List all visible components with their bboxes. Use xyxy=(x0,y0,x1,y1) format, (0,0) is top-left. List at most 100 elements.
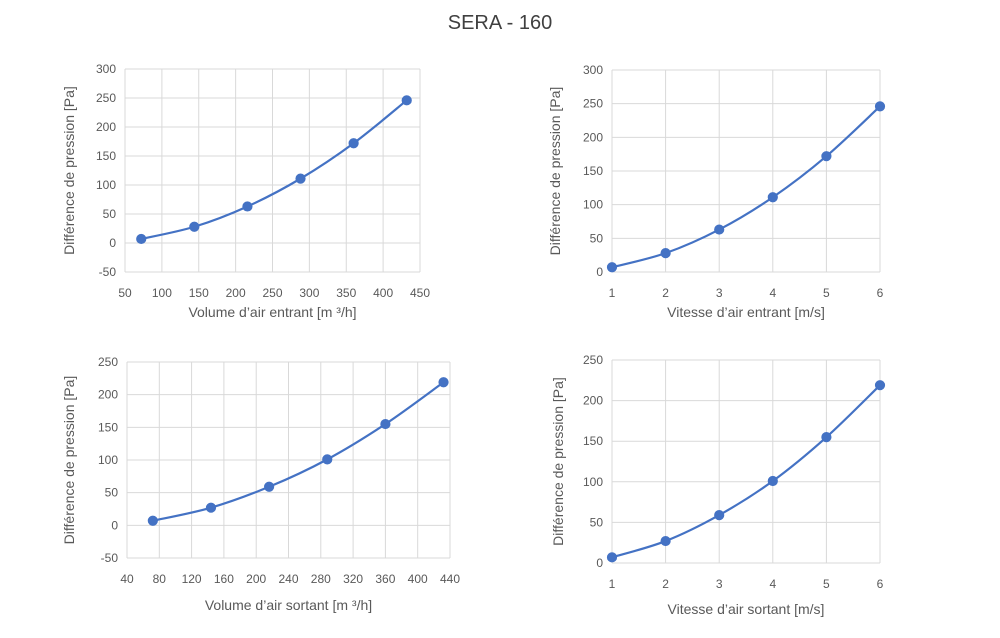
y-tick-label: 150 xyxy=(96,149,116,163)
y-tick-label: 50 xyxy=(590,515,604,529)
y-tick-label: 0 xyxy=(109,236,116,250)
y-tick-label: 150 xyxy=(583,164,603,178)
series-line xyxy=(610,384,882,559)
x-tick-label: 350 xyxy=(336,286,356,300)
x-tick-label: 120 xyxy=(182,572,202,586)
x-tick-label: 40 xyxy=(120,572,134,586)
data-point xyxy=(660,248,671,259)
x-tick-label: 4 xyxy=(769,577,776,591)
x-tick-label: 450 xyxy=(410,286,430,300)
y-tick-label: 100 xyxy=(98,453,118,467)
x-tick-label: 100 xyxy=(152,286,172,300)
data-point xyxy=(606,262,618,273)
x-tick-label: 240 xyxy=(278,572,298,586)
y-tick-label: 150 xyxy=(98,420,118,434)
x-tick-label: 280 xyxy=(311,572,331,586)
y-tick-label: 0 xyxy=(596,265,603,279)
chart-2: 0 50 100 150 200 250 300 1 2 3 4 5 6 Vitesse d’air en… xyxy=(547,63,886,320)
data-point xyxy=(821,151,832,162)
data-point xyxy=(295,173,306,184)
data-point xyxy=(242,201,253,212)
y-tick-label: 150 xyxy=(583,434,603,448)
data-point xyxy=(767,192,778,203)
x-axis-label: Vitesse d’air sortant [m/s] xyxy=(668,601,825,617)
x-tick-label: 160 xyxy=(214,572,234,586)
x-tick-label: 440 xyxy=(440,572,460,586)
data-point xyxy=(438,377,449,388)
x-tick-label: 400 xyxy=(373,286,393,300)
x-tick-label: 360 xyxy=(375,572,395,586)
x-tick-label: 3 xyxy=(716,286,723,300)
data-point xyxy=(147,515,158,526)
y-tick-label: 200 xyxy=(583,130,603,144)
x-tick-label: 2 xyxy=(662,286,669,300)
y-tick-label: 0 xyxy=(596,556,603,570)
x-tick-label: 150 xyxy=(189,286,209,300)
x-tick-label: 2 xyxy=(662,577,669,591)
data-point xyxy=(264,481,275,492)
y-tick-label: 300 xyxy=(96,62,116,76)
y-tick-label: 250 xyxy=(583,97,603,111)
data-point xyxy=(714,224,725,235)
x-tick-label: 6 xyxy=(877,286,884,300)
chart-4: 0 50 100 150 200 250 1 2 3 4 5 6 Vitesse d’air sorta… xyxy=(550,353,886,617)
data-point xyxy=(322,454,333,465)
y-tick-label: 250 xyxy=(583,353,603,367)
x-tick-label: 3 xyxy=(716,577,723,591)
x-tick-label: 200 xyxy=(246,572,266,586)
y-tick-label: 250 xyxy=(98,355,118,369)
series-line xyxy=(140,99,408,241)
x-tick-label: 250 xyxy=(262,286,282,300)
data-point xyxy=(714,509,725,521)
x-tick-label: 300 xyxy=(299,286,319,300)
chart-1: -50 0 50 100 150 200 250 300 50 100 150 200 250 300 35… xyxy=(61,62,430,320)
x-tick-label: 1 xyxy=(609,577,616,591)
x-tick-label: 80 xyxy=(153,572,167,586)
data-point xyxy=(380,418,391,430)
chart-3: -50 0 50 100 150 200 250 40 80 120 160 200 240 280 320… xyxy=(61,355,460,613)
data-point xyxy=(767,475,778,487)
y-tick-label: 50 xyxy=(105,486,119,500)
x-tick-label: 200 xyxy=(226,286,246,300)
data-point xyxy=(874,101,886,112)
x-axis-label: Vitesse d’air entrant [m/s] xyxy=(667,304,825,320)
y-tick-label: 200 xyxy=(96,120,116,134)
y-tick-label: 50 xyxy=(590,231,604,245)
x-tick-label: 4 xyxy=(769,286,776,300)
y-tick-label: 300 xyxy=(583,63,603,77)
y-tick-label: 250 xyxy=(96,91,116,105)
series-line xyxy=(610,105,882,269)
y-axis-label: Différence de pression [Pa] xyxy=(61,376,77,545)
data-point xyxy=(348,138,359,149)
data-point xyxy=(821,432,832,443)
y-tick-label: 0 xyxy=(111,518,118,532)
y-tick-label: -50 xyxy=(99,265,117,279)
y-tick-label: 200 xyxy=(98,388,118,402)
y-tick-label: 100 xyxy=(583,475,603,489)
y-axis-label: Différence de pression [Pa] xyxy=(550,377,566,546)
data-point xyxy=(136,233,147,245)
x-tick-label: 400 xyxy=(408,572,428,586)
x-axis-label: Volume d’air sortant [m ³/h] xyxy=(205,597,372,613)
y-tick-label: 200 xyxy=(583,394,603,408)
y-axis-label: Différence de pression [Pa] xyxy=(61,86,77,255)
chart-title: SERA - 160 xyxy=(447,12,553,34)
y-tick-label: 50 xyxy=(103,207,117,221)
data-point xyxy=(660,535,671,547)
y-tick-label: 100 xyxy=(96,178,116,192)
x-tick-label: 1 xyxy=(609,286,616,300)
x-tick-label: 5 xyxy=(823,286,830,300)
y-tick-label: -50 xyxy=(101,551,119,565)
data-point xyxy=(205,502,217,513)
x-axis-label: Volume d’air entrant [m ³/h] xyxy=(188,304,356,320)
data-point xyxy=(606,552,618,563)
data-point xyxy=(874,380,886,391)
series-line xyxy=(151,381,445,522)
y-axis-label: Différence de pression [Pa] xyxy=(547,87,563,256)
x-tick-label: 5 xyxy=(823,577,830,591)
x-tick-label: 6 xyxy=(877,577,884,591)
data-point xyxy=(401,95,412,106)
x-tick-label: 320 xyxy=(343,572,363,586)
x-tick-label: 50 xyxy=(118,286,132,300)
